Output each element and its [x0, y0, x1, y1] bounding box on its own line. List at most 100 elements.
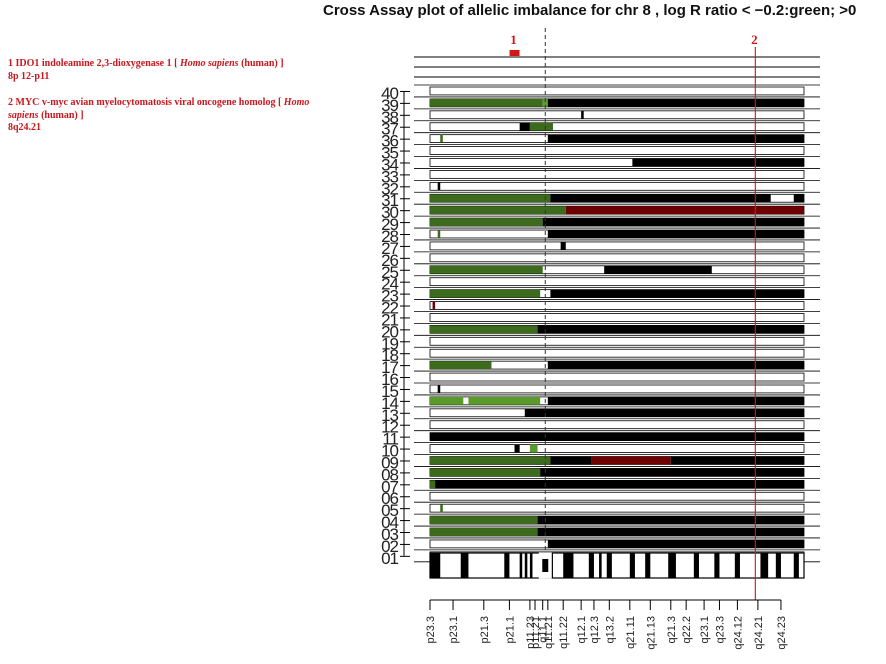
gene-label: 1	[510, 32, 517, 47]
segment-gain	[793, 194, 804, 203]
cytoband-label: q11.21	[543, 616, 555, 649]
y-tick-label: 15	[381, 382, 398, 401]
segment-loss	[440, 134, 443, 143]
cytoband-label: p23.3	[425, 616, 437, 644]
sample-track	[429, 170, 805, 179]
ideogram-band	[793, 553, 799, 578]
y-tick-label: 37	[381, 120, 398, 139]
segment-gain	[670, 456, 804, 465]
segment-gain	[514, 444, 520, 453]
segment-gain	[547, 134, 804, 143]
segment-gain	[437, 385, 441, 393]
segment-gain	[430, 432, 804, 441]
y-tick-label: 06	[381, 489, 398, 508]
ideogram-band	[606, 553, 612, 578]
chart-title: Cross Assay plot of allelic imbalance fo…	[323, 2, 856, 19]
gene-species: Homo sapiens	[8, 97, 310, 121]
segment-loss	[440, 504, 443, 513]
sample-track	[429, 348, 805, 358]
cytoband-label: q24.12	[732, 616, 744, 650]
gene-name: IDO1 indoleamine 2,3-dioxygenase 1 [	[15, 58, 178, 69]
y-tick-label: 25	[381, 263, 398, 282]
y-tick-label: 10	[381, 442, 398, 461]
gene-label: 2	[751, 32, 758, 47]
ideogram-band	[519, 553, 523, 578]
sample-track	[429, 86, 805, 96]
cytoband-label: p21.1	[504, 616, 516, 644]
ideogram-band	[430, 553, 441, 578]
segment-loss	[430, 528, 538, 536]
sample-track	[429, 372, 805, 382]
segment-gain	[550, 194, 771, 203]
sample-track	[429, 420, 805, 430]
sample-track	[429, 122, 805, 132]
ideogram-band	[668, 553, 676, 578]
segment-loss	[430, 289, 541, 298]
gene-legend-entry: 1 IDO1 indoleamine 2,3-dioxygenase 1 [ H…	[8, 58, 328, 83]
gene-number: 1	[8, 58, 13, 69]
segment-amp	[432, 301, 436, 310]
segment-loss	[430, 468, 541, 477]
cytoband-label: p21.3	[479, 616, 491, 644]
y-tick-label: 24	[381, 275, 398, 294]
y-tick-label: 35	[381, 144, 398, 163]
y-tick-label: 34	[381, 155, 398, 174]
cytoband-label: p23.1	[448, 616, 460, 644]
y-tick-label: 05	[381, 501, 398, 520]
ideogram-band	[775, 553, 781, 578]
segment-gain	[550, 289, 804, 298]
segment-loss	[430, 98, 543, 107]
cytoband-label: q21.3	[666, 616, 678, 644]
y-tick-label: 19	[381, 334, 398, 353]
sample-track	[429, 241, 805, 251]
gene-number: 2	[8, 97, 13, 108]
segment-gain	[632, 158, 804, 167]
segment-loss	[430, 206, 566, 215]
sample-track	[429, 444, 805, 453]
y-tick-label: 31	[381, 191, 398, 210]
ideogram-band	[734, 553, 740, 578]
ideogram-band	[529, 553, 533, 578]
ideogram-band	[599, 553, 602, 578]
y-tick-label: 29	[381, 215, 398, 234]
cytoband-label: q11.22	[558, 616, 570, 649]
y-tick-label: 01	[381, 549, 398, 568]
ideogram-band	[645, 553, 651, 578]
cytoband-label: p11.23	[525, 616, 537, 649]
segment-gain	[519, 122, 530, 131]
y-tick-label: 32	[381, 179, 398, 198]
segment-loss_light	[468, 396, 541, 405]
sample-track	[429, 253, 805, 263]
cytoband-label: q21.11	[625, 616, 637, 649]
segment-loss	[430, 265, 543, 274]
segment-gain	[604, 265, 712, 274]
segment-loss	[430, 218, 543, 227]
ideogram-band	[460, 553, 469, 578]
segment-gain	[547, 230, 804, 238]
y-tick-label: 26	[381, 251, 398, 270]
y-tick-label: 16	[381, 370, 398, 389]
segment-gain	[537, 528, 804, 536]
y-tick-label: 22	[381, 299, 398, 318]
y-tick-label: 20	[381, 322, 398, 341]
segment-gain	[560, 241, 566, 250]
sample-track	[429, 503, 805, 513]
segment-gain	[542, 218, 804, 227]
y-tick-label: 12	[381, 418, 398, 437]
ideogram-frame	[429, 552, 805, 579]
cytoband-label: q13.2	[604, 616, 616, 644]
sample-track	[429, 110, 805, 120]
gene-marker-ido1	[509, 50, 520, 56]
cytoband-label: q12.1	[576, 616, 588, 644]
y-tick-label: 39	[381, 96, 398, 115]
gene-species-suffix: (human) ]	[41, 109, 84, 121]
ideogram-band	[588, 553, 594, 578]
y-tick-label: 04	[381, 513, 398, 532]
cytoband-label: q11.1	[538, 616, 550, 643]
segment-gain	[547, 396, 804, 405]
sample-track	[429, 491, 805, 501]
y-tick-label: 23	[381, 287, 398, 306]
y-tick-label: 09	[381, 453, 398, 472]
ideogram-band	[629, 553, 635, 578]
